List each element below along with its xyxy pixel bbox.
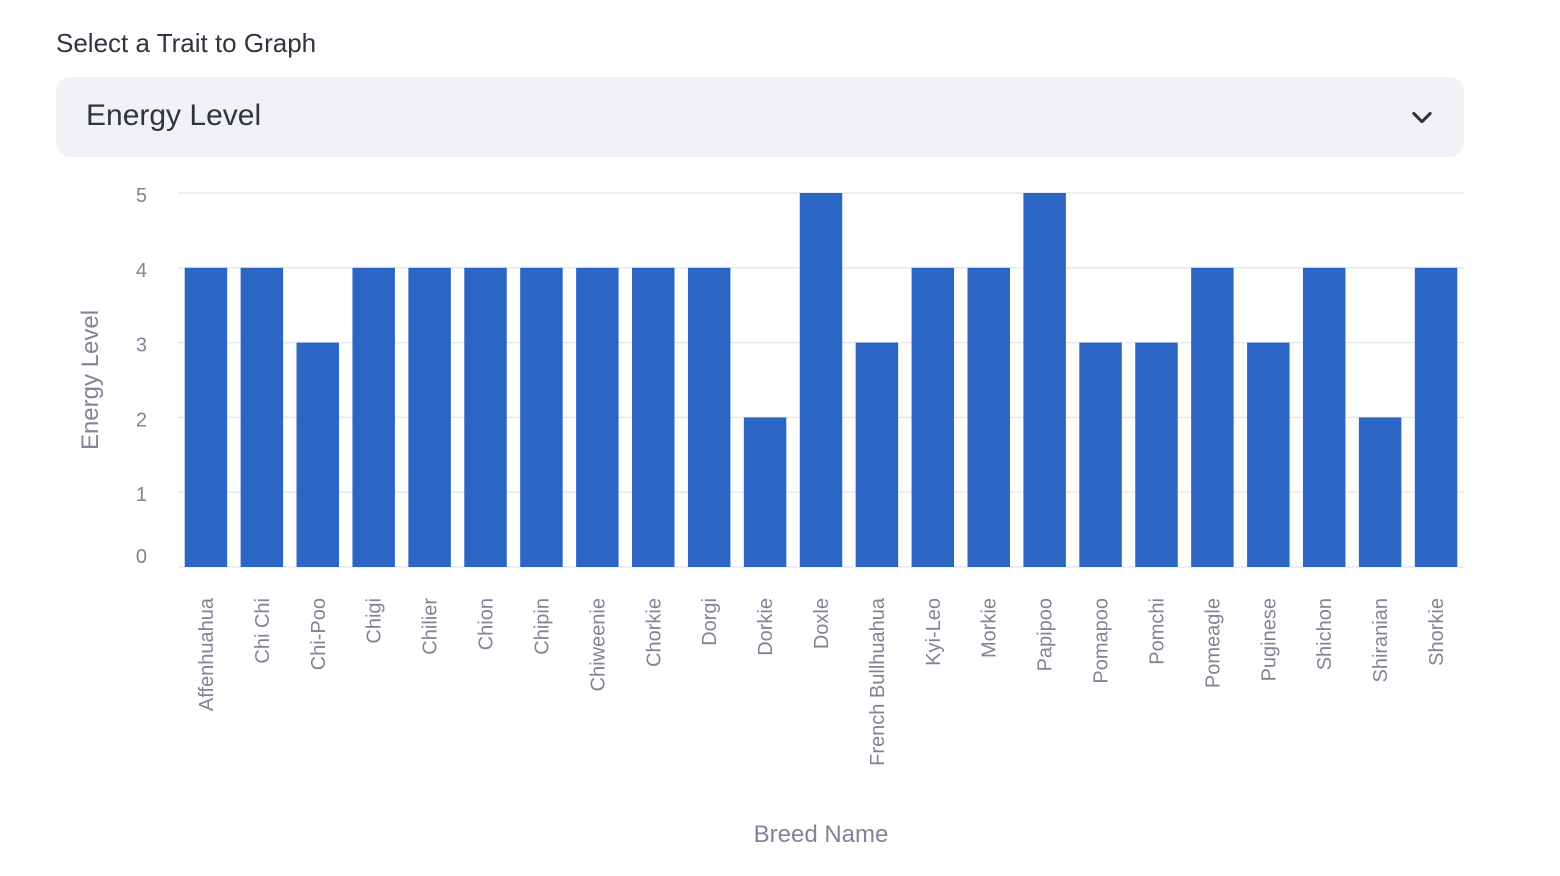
x-tick-label: Dorgi bbox=[699, 598, 721, 646]
y-tick-label: 4 bbox=[136, 260, 147, 282]
bar bbox=[240, 267, 284, 567]
bar bbox=[184, 267, 228, 567]
bar bbox=[687, 267, 731, 567]
x-tick-label: Pomchi bbox=[1146, 598, 1168, 665]
x-tick-label: Doxle bbox=[811, 598, 833, 649]
bar bbox=[520, 267, 563, 567]
bar bbox=[408, 267, 451, 567]
select-label: Select a Trait to Graph bbox=[56, 28, 317, 58]
x-tick-label: Shiranian bbox=[1370, 598, 1392, 683]
bar bbox=[632, 267, 675, 567]
bar bbox=[1079, 342, 1122, 567]
bar bbox=[799, 193, 843, 567]
bar bbox=[1414, 267, 1458, 567]
y-tick-label: 3 bbox=[136, 335, 147, 357]
bar bbox=[855, 342, 899, 567]
x-tick-label: Dorkie bbox=[755, 598, 777, 656]
bar bbox=[1358, 417, 1402, 567]
chevron-down-icon[interactable] bbox=[1408, 103, 1436, 131]
x-tick-label: Affenhuahua bbox=[196, 597, 218, 711]
x-tick-label: Papipoo bbox=[1035, 598, 1057, 671]
x-tick-label: Chion bbox=[476, 598, 498, 650]
bar bbox=[352, 267, 395, 567]
bar bbox=[911, 267, 955, 567]
x-tick-label: Chipin bbox=[531, 598, 553, 655]
x-tick-label: Shichon bbox=[1314, 598, 1336, 670]
bar bbox=[1302, 267, 1346, 567]
y-tick-label: 1 bbox=[136, 484, 147, 506]
x-tick-label: Morkie bbox=[979, 598, 1001, 658]
x-axis-title: Breed Name bbox=[754, 821, 889, 848]
x-tick-label: Puginese bbox=[1258, 598, 1280, 681]
select-value: Energy Level bbox=[86, 99, 262, 132]
y-tick-label: 5 bbox=[136, 185, 147, 207]
x-tick-label: Pomapoo bbox=[1091, 598, 1113, 684]
x-tick-label: Chorkie bbox=[643, 598, 665, 667]
x-tick-label: Chilier bbox=[420, 598, 442, 655]
x-tick-label: Chi-Poo bbox=[308, 598, 330, 670]
x-tick-label: Pomeagle bbox=[1202, 598, 1224, 688]
bar bbox=[743, 417, 787, 567]
trait-select[interactable]: Energy Level bbox=[56, 77, 1464, 157]
bar bbox=[576, 267, 619, 567]
y-tick-label: 0 bbox=[136, 546, 147, 568]
x-tick-label: French Bullhuahua bbox=[867, 597, 889, 766]
x-tick-label: Shorkie bbox=[1426, 598, 1448, 666]
x-tick-label: Chiweenie bbox=[587, 598, 609, 691]
x-tick-label: Kyi-Leo bbox=[923, 598, 945, 666]
bar bbox=[1191, 267, 1234, 567]
x-tick-label: Chigi bbox=[364, 598, 386, 644]
y-axis-title: Energy Level bbox=[77, 310, 104, 450]
x-tick-label: Chi Chi bbox=[252, 598, 274, 664]
bar bbox=[464, 267, 507, 567]
bar bbox=[296, 342, 340, 567]
bar bbox=[967, 267, 1010, 567]
bar bbox=[1247, 342, 1290, 567]
bar bbox=[1023, 193, 1066, 567]
y-tick-label: 2 bbox=[136, 409, 147, 431]
bar bbox=[1135, 342, 1178, 567]
